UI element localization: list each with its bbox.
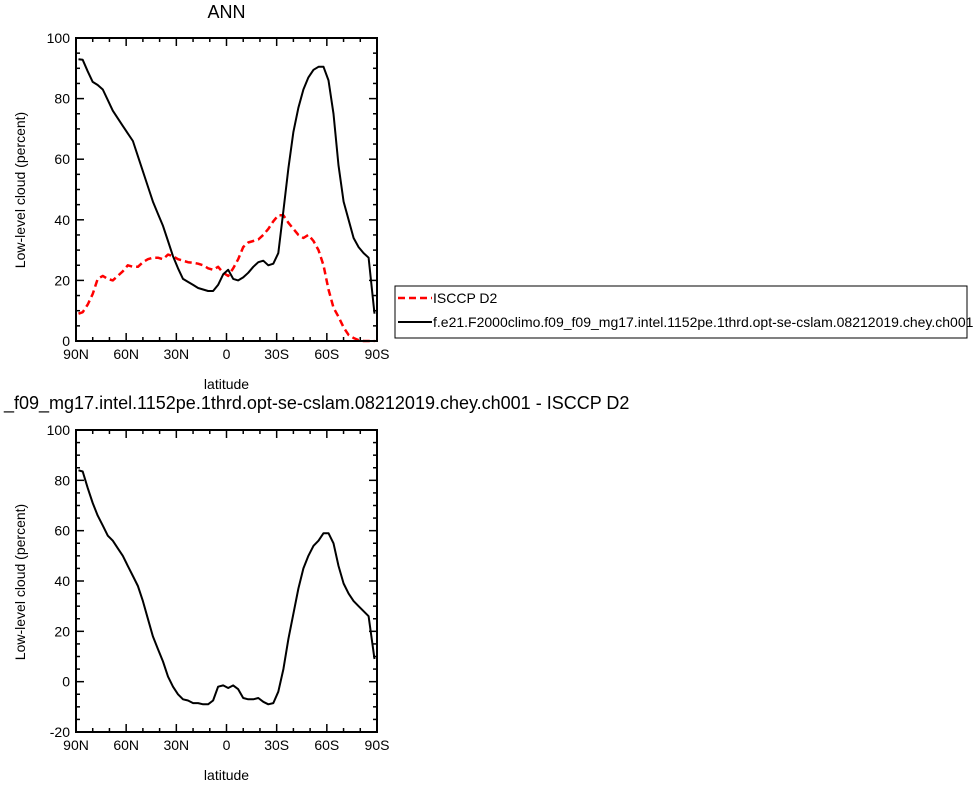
top-y-tick-label: 40: [54, 212, 70, 228]
top-x-tick-label: 0: [223, 346, 231, 362]
bottom-y-tick-label: 0: [62, 674, 70, 690]
bottom-y-tick-label: 20: [54, 623, 70, 639]
top-y-tick-label: 60: [54, 151, 70, 167]
top-x-tick-label: 30N: [163, 346, 189, 362]
bottom-y-axis-label: Low-level cloud (percent): [12, 504, 28, 660]
bottom-x-tick-label: 60S: [314, 737, 339, 753]
bottom-x-tick-label: 0: [223, 737, 231, 753]
bottom-x-tick-label: 90S: [365, 737, 390, 753]
bottom-y-tick-label: -20: [50, 724, 70, 740]
legend-label-model: f.e21.F2000climo.f09_f09_mg17.intel.1152…: [433, 314, 974, 330]
top-x-tick-label: 30S: [264, 346, 289, 362]
top-y-axis-label: Low-level cloud (percent): [12, 112, 28, 268]
bottom-chart-title: _f09_mg17.intel.1152pe.1thrd.opt-se-csla…: [3, 393, 629, 414]
top-plot-frame: [75, 37, 378, 342]
bottom-x-tick-label: 30N: [163, 737, 189, 753]
top-panel: ANN 90N 60N 30N 0 30S 60S 90S 0 20 40 60 80 100 lati…: [12, 2, 389, 392]
bottom-y-tick-label: 100: [47, 422, 71, 438]
bottom-series-line-0: [78, 469, 376, 706]
bottom-x-axis-label: latitude: [204, 767, 249, 783]
bottom-y-tick-label: 60: [54, 523, 70, 539]
legend-label-isccp: ISCCP D2: [433, 290, 498, 306]
top-x-tick-label: 90S: [365, 346, 390, 362]
top-y-tick-label: 0: [62, 333, 70, 349]
top-x-axis-label: latitude: [204, 376, 249, 392]
bottom-y-tick-label: 80: [54, 472, 70, 488]
bottom-x-tick-label: 60N: [113, 737, 139, 753]
top-chart-title: ANN: [207, 2, 245, 22]
bottom-x-tick-label: 90N: [63, 737, 89, 753]
top-series-line-0: [78, 214, 375, 343]
legend-box: [394, 285, 968, 339]
bottom-x-tick-label: 30S: [264, 737, 289, 753]
top-series-line-1: [78, 58, 376, 314]
top-x-tick-label: 60N: [113, 346, 139, 362]
bottom-y-tick-label: 40: [54, 573, 70, 589]
top-x-tick-label: 90N: [63, 346, 89, 362]
legend: ISCCP D2 f.e21.F2000climo.f09_f09_mg17.i…: [394, 285, 974, 339]
top-y-tick-label: 100: [47, 30, 71, 46]
top-x-tick-label: 60S: [314, 346, 339, 362]
top-y-tick-label: 20: [54, 272, 70, 288]
bottom-panel: _f09_mg17.intel.1152pe.1thrd.opt-se-csla…: [3, 393, 629, 783]
top-y-tick-label: 80: [54, 91, 70, 107]
